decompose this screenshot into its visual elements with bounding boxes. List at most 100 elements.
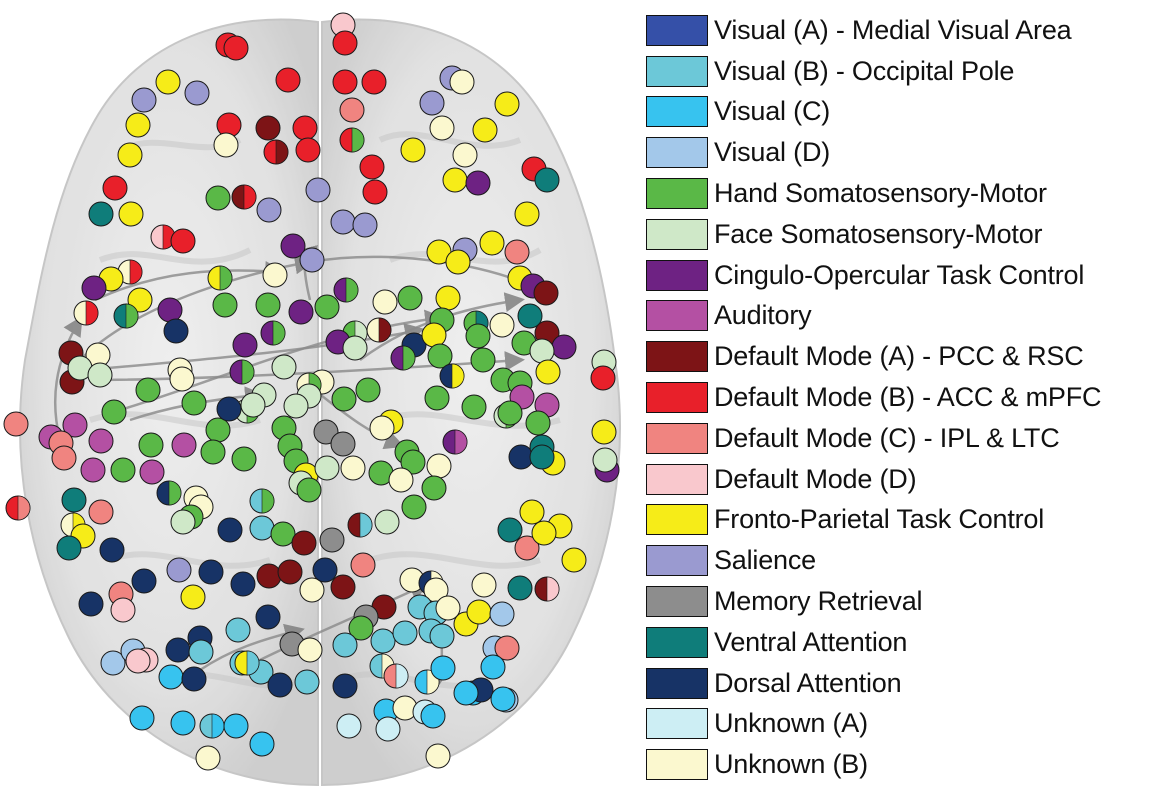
legend-swatch	[646, 259, 708, 291]
brain-node	[419, 90, 445, 116]
legend-swatch	[646, 749, 708, 781]
brain-node	[313, 419, 339, 445]
brain-node	[297, 637, 323, 663]
brain-node	[507, 575, 533, 601]
brain-node	[339, 97, 365, 123]
legend-swatch	[646, 300, 708, 332]
legend-label: Default Mode (C) - IPL & LTC	[714, 422, 1060, 453]
legend-item: Cingulo-Opercular Task Control	[646, 255, 1166, 296]
brain-node	[514, 201, 540, 227]
brain-node	[270, 521, 296, 547]
brain-node	[78, 591, 104, 617]
brain-node	[375, 716, 401, 742]
brain-node	[157, 297, 183, 323]
brain-node	[80, 457, 106, 483]
brain-node	[517, 303, 543, 329]
legend-item: Default Mode (D)	[646, 459, 1166, 500]
brain-node	[319, 527, 345, 553]
brain-node	[359, 154, 385, 180]
connection-edge	[79, 254, 315, 361]
brain-node	[127, 287, 153, 313]
legend-swatch	[646, 667, 708, 699]
brain-node	[195, 745, 221, 771]
brain-node	[170, 509, 196, 535]
brain-node	[180, 584, 206, 610]
brain-node	[184, 80, 210, 106]
brain-node	[249, 515, 275, 541]
brain-node	[331, 386, 357, 412]
brain-node	[421, 322, 447, 348]
brain-node	[392, 620, 418, 646]
brain-node-secondary	[351, 127, 365, 153]
brain-node	[225, 617, 251, 643]
brain-node	[232, 332, 258, 358]
brain-node	[426, 453, 452, 479]
brain-node	[435, 285, 461, 311]
brain-node	[471, 572, 497, 598]
legend-swatch	[646, 545, 708, 577]
brain-node	[466, 599, 492, 625]
brain-node	[529, 338, 555, 364]
brain-node	[533, 280, 559, 306]
brain-node-secondary	[378, 317, 392, 343]
brain-node	[470, 347, 496, 373]
legend-item: Memory Retrieval	[646, 581, 1166, 622]
brain-node	[131, 568, 157, 594]
brain-node	[155, 69, 181, 95]
legend-swatch	[646, 382, 708, 414]
brain-node	[525, 410, 551, 436]
brain-node	[292, 115, 318, 141]
connection-edge	[309, 255, 535, 289]
brain-node	[430, 655, 456, 681]
legend-item: Dorsal Attention	[646, 663, 1166, 704]
brain-node	[429, 115, 455, 141]
brain-node	[352, 212, 378, 238]
legend-label: Default Mode (B) - ACC & mPFC	[714, 382, 1102, 413]
brain-node-secondary	[272, 320, 286, 346]
legend-swatch	[646, 218, 708, 250]
brain-node	[223, 35, 249, 61]
brain-node	[332, 69, 358, 95]
brain-node	[213, 132, 239, 158]
brain-node	[158, 664, 184, 690]
brain-node	[205, 417, 231, 443]
brain-node	[212, 292, 238, 318]
brain-node	[312, 557, 338, 583]
connection-edge	[259, 582, 430, 662]
brain-node	[514, 535, 540, 561]
brain-node	[61, 487, 87, 513]
legend-label: Visual (C)	[714, 96, 831, 127]
brain-node	[504, 239, 530, 265]
brain-node-secondary	[129, 259, 143, 285]
connection-edge	[94, 261, 285, 302]
brain-node	[277, 559, 303, 585]
brain-node	[280, 233, 306, 259]
legend-label: Visual (A) - Medial Visual Area	[714, 14, 1072, 45]
brain-node	[117, 142, 143, 168]
brain-node	[231, 446, 257, 472]
brain-node	[340, 455, 366, 481]
legend-item: Auditory	[646, 296, 1166, 337]
brain-node	[125, 112, 151, 138]
legend-item: Face Somatosensory-Motor	[646, 214, 1166, 255]
brain-node	[139, 459, 165, 485]
brain-node	[332, 30, 358, 56]
brain-node	[205, 185, 231, 211]
legend-swatch	[646, 341, 708, 373]
brain-node	[490, 686, 516, 712]
legend-swatch	[646, 504, 708, 536]
brain-node	[374, 509, 400, 535]
brain-node	[305, 177, 331, 203]
brain-node	[125, 648, 151, 674]
brain-node	[3, 411, 29, 437]
brain-node	[561, 547, 587, 573]
brain-node	[388, 467, 414, 493]
brain-node	[465, 170, 491, 196]
brain-node	[88, 428, 114, 454]
brain-node	[99, 537, 125, 563]
brain-node	[489, 601, 515, 627]
brain-node	[369, 415, 395, 441]
legend-label: Face Somatosensory-Motor	[714, 218, 1043, 249]
brain-node-secondary	[261, 488, 275, 514]
brain-node	[255, 604, 281, 630]
